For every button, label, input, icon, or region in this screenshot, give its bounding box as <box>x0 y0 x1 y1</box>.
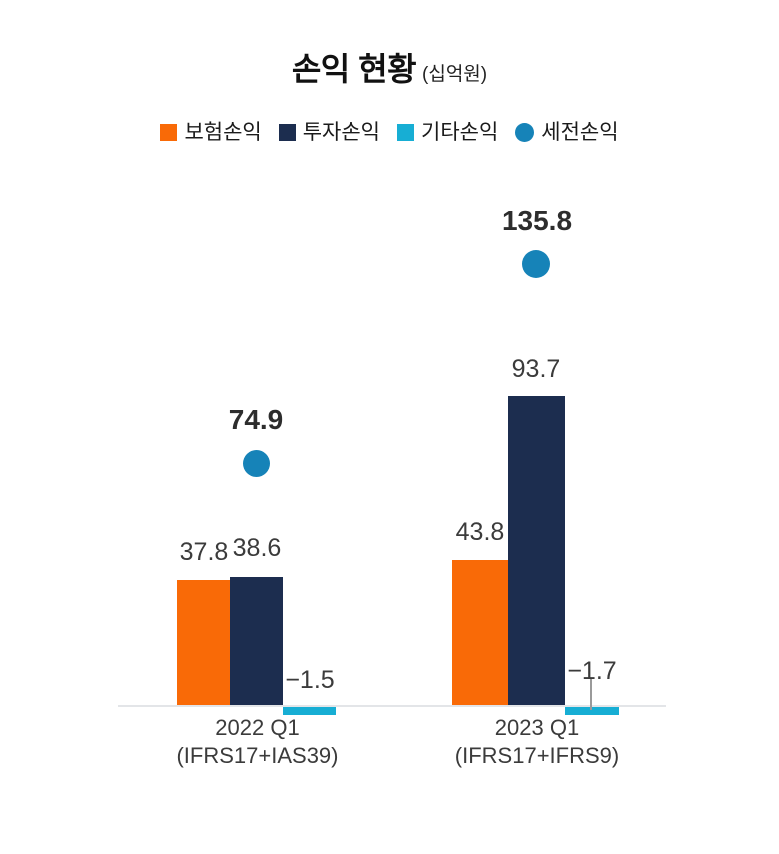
category-label-2023q1-main: 2023 Q1 <box>494 715 580 740</box>
legend-item-other[interactable]: 기타손익 <box>397 122 498 143</box>
category-label-2022q1: 2022 Q1 (IFRS17+IAS39) <box>155 714 360 770</box>
marker-value-2022q1-pretax: 74.9 <box>228 404 284 435</box>
baseline-axis <box>118 705 666 707</box>
legend-swatch-icon-pretax <box>515 123 535 142</box>
category-label-2022q1-sub: (IFRS17+IAS39) <box>176 743 339 769</box>
bar-2023q1-other[interactable] <box>565 707 619 715</box>
legend-swatch-icon-other <box>397 124 414 141</box>
category-label-2023q1: 2023 Q1 (IFRS17+IFRS9) <box>432 714 642 770</box>
bar-value-2023q1-other: −1.7 <box>567 657 617 685</box>
chart-title-unit: (십억원) <box>422 64 488 85</box>
bar-2023q1-investment[interactable] <box>508 396 565 705</box>
legend-label-pretax: 세전손익 <box>541 121 619 144</box>
category-label-2023q1-sub: (IFRS17+IFRS9) <box>454 743 620 769</box>
bar-2022q1-other[interactable] <box>283 707 336 715</box>
legend-swatch-icon-investment <box>278 124 296 141</box>
legend-item-investment[interactable]: 투자손익 <box>278 121 380 144</box>
legend-label-investment: 투자손익 <box>302 121 380 144</box>
marker-value-2023q1-pretax: 135.8 <box>501 205 573 236</box>
bar-value-2022q1-investment: 38.6 <box>232 534 282 562</box>
bar-value-2022q1-insurance: 37.8 <box>179 538 229 566</box>
chart-title: 손익 현황 (십억원) <box>0 44 779 90</box>
bar-2022q1-insurance[interactable] <box>177 580 230 705</box>
marker-2022q1-pretax[interactable] <box>243 450 270 477</box>
bar-2022q1-investment[interactable] <box>230 577 283 705</box>
axis-tick-2023q1 <box>590 678 592 710</box>
bar-2023q1-insurance[interactable] <box>452 560 508 705</box>
legend-label-other: 기타손익 <box>421 121 499 144</box>
legend-item-insurance[interactable]: 보험손익 <box>160 121 262 144</box>
legend-item-pretax[interactable]: 세전손익 <box>515 121 619 144</box>
legend-swatch-icon-insurance <box>160 124 178 141</box>
chart-legend: 보험손익 투자손익 기타손익 세전손익 <box>0 122 779 143</box>
legend-label-insurance: 보험손익 <box>184 121 262 144</box>
marker-2023q1-pretax[interactable] <box>522 250 550 278</box>
bar-value-2023q1-investment: 93.7 <box>511 355 561 383</box>
bar-value-2022q1-other: −1.5 <box>285 666 335 694</box>
bar-value-2023q1-insurance: 43.8 <box>455 518 505 546</box>
chart-title-main: 손익 현황 <box>291 51 417 87</box>
category-label-2022q1-main: 2022 Q1 <box>215 715 300 740</box>
